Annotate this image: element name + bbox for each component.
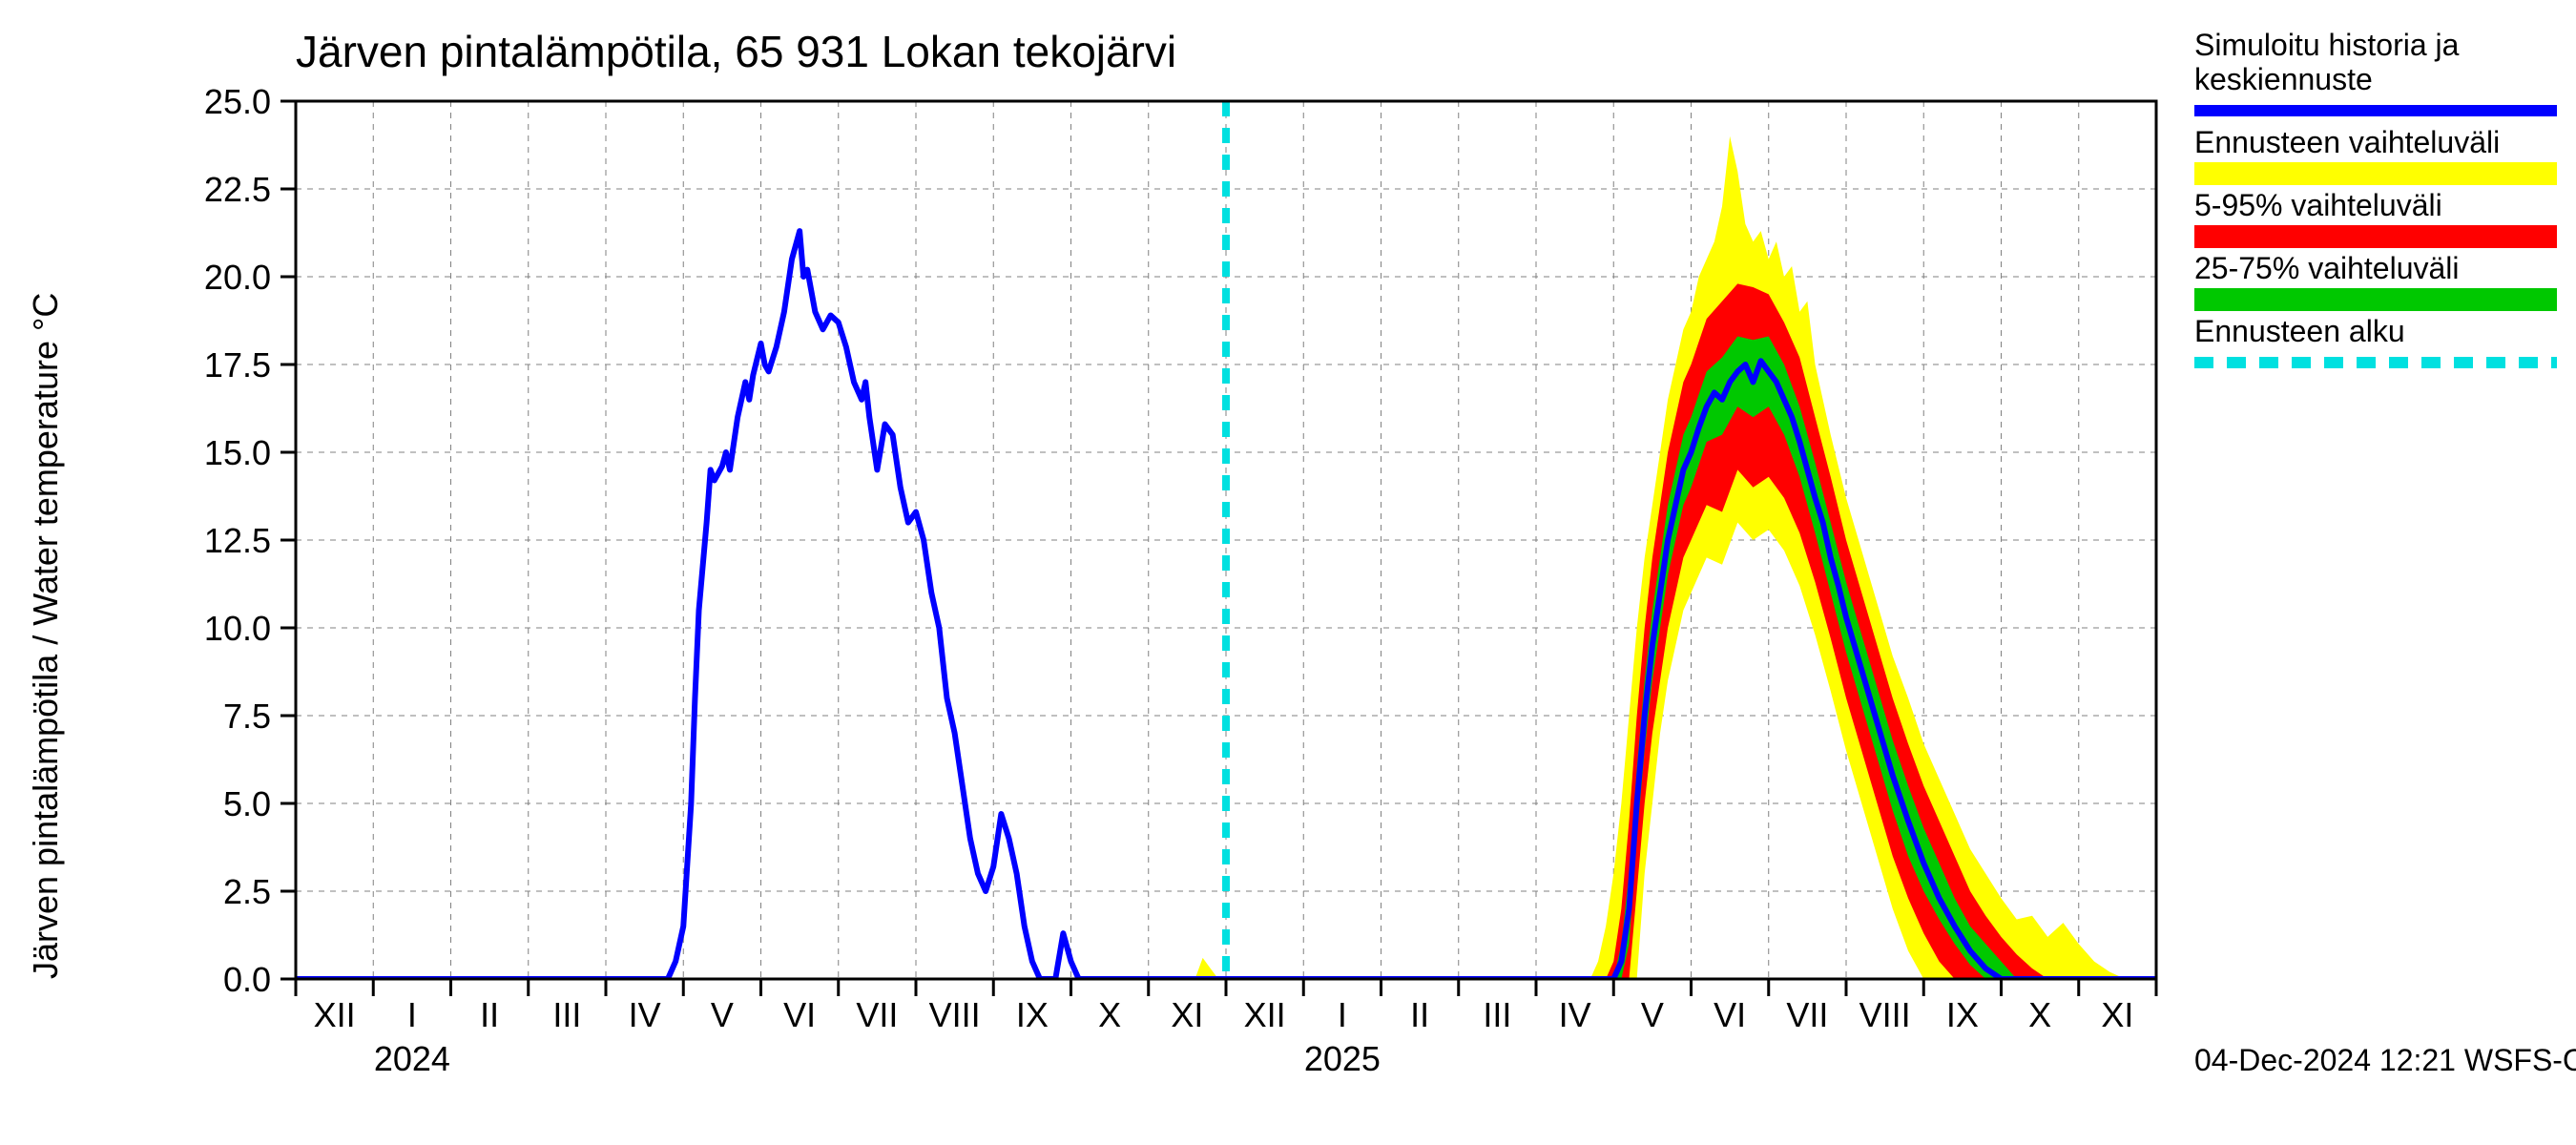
legend-label: Simuloitu historia ja <box>2194 28 2460 62</box>
x-month-label: IX <box>1016 995 1049 1034</box>
y-axis-label: Järven pintalämpötila / Water temperatur… <box>26 293 65 979</box>
y-tick-label: 17.5 <box>204 345 271 385</box>
x-month-label: I <box>407 995 417 1034</box>
x-month-label: V <box>711 995 734 1034</box>
x-month-label: XI <box>2101 995 2133 1034</box>
x-month-label: II <box>480 995 499 1034</box>
x-month-label: II <box>1410 995 1429 1034</box>
x-month-label: XII <box>1244 995 1286 1034</box>
legend-label: 5-95% vaihteluväli <box>2194 188 2442 222</box>
y-tick-label: 2.5 <box>223 872 271 911</box>
x-year-label: 2025 <box>1304 1039 1381 1078</box>
legend-swatch <box>2194 288 2557 311</box>
x-month-label: VII <box>1786 995 1828 1034</box>
x-month-label: X <box>2028 995 2051 1034</box>
x-month-label: VI <box>783 995 816 1034</box>
x-month-label: VIII <box>1859 995 1911 1034</box>
chart-title: Järven pintalämpötila, 65 931 Lokan teko… <box>296 27 1176 76</box>
x-month-label: I <box>1338 995 1347 1034</box>
y-tick-label: 0.0 <box>223 960 271 999</box>
x-month-label: III <box>1483 995 1511 1034</box>
legend-label-2: keskiennuste <box>2194 62 2373 96</box>
y-tick-label: 20.0 <box>204 258 271 297</box>
chart-footer: 04-Dec-2024 12:21 WSFS-O <box>2194 1043 2576 1077</box>
legend-swatch <box>2194 162 2557 185</box>
y-tick-label: 25.0 <box>204 82 271 121</box>
y-tick-label: 22.5 <box>204 170 271 209</box>
legend-label: 25-75% vaihteluväli <box>2194 251 2460 285</box>
legend-swatch <box>2194 105 2557 116</box>
x-month-label: V <box>1641 995 1664 1034</box>
x-month-label: XII <box>314 995 356 1034</box>
x-month-label: X <box>1098 995 1121 1034</box>
legend-label: Ennusteen vaihteluväli <box>2194 125 2500 159</box>
x-month-label: III <box>552 995 581 1034</box>
x-month-label: IV <box>1559 995 1591 1034</box>
x-year-label: 2024 <box>374 1039 450 1078</box>
x-month-label: IX <box>1946 995 1979 1034</box>
x-month-label: VI <box>1714 995 1746 1034</box>
legend-swatch <box>2194 225 2557 248</box>
y-tick-label: 15.0 <box>204 433 271 472</box>
chart-container: 0.0 2.5 5.0 7.5 10.0 12.5 15.0 17.5 20.0 22.5 25.0… <box>0 0 2576 1145</box>
y-tick-label: 5.0 <box>223 784 271 823</box>
x-month-label: VIII <box>929 995 981 1034</box>
y-tick-label: 7.5 <box>223 697 271 736</box>
legend-label: Ennusteen alku <box>2194 314 2405 348</box>
x-month-label: VII <box>856 995 898 1034</box>
y-tick-label: 12.5 <box>204 521 271 560</box>
chart-svg: 0.0 2.5 5.0 7.5 10.0 12.5 15.0 17.5 20.0 22.5 25.0… <box>0 0 2576 1145</box>
x-month-label: IV <box>629 995 661 1034</box>
x-month-label: XI <box>1171 995 1203 1034</box>
y-tick-label: 10.0 <box>204 609 271 648</box>
